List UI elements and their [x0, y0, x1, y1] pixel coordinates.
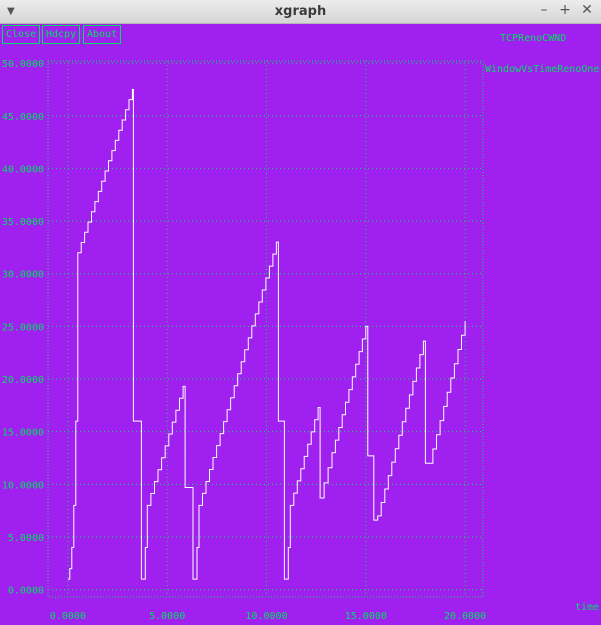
about-button[interactable]: About	[83, 25, 122, 44]
y-tick-label: 30.0000	[2, 270, 44, 281]
cwnd-line-chart: 0.0000 5.0000 10.0000 15.0000 20.0000 25.0000…	[2, 33, 600, 622]
cwnd-series-line	[67, 88, 466, 580]
y-tick-label: 35.0000	[2, 217, 44, 228]
xgraph-client-area: Close Hdcpy About 0.0000 5.0000 10.0000 15.…	[0, 24, 601, 625]
y-tick-label: 40.0000	[2, 164, 44, 175]
x-tick-label: 20.0000	[444, 611, 486, 622]
y-tick-label: 0.0000	[8, 586, 44, 597]
x-axis-tick-labels: 0.0000 5.0000 10.0000 15.0000 20.0000	[50, 611, 486, 622]
window-title: xgraph	[274, 4, 327, 19]
window-menu-icon[interactable]: ▼	[7, 6, 15, 17]
title-bar: ▼ xgraph – + ✕	[0, 0, 601, 24]
maximize-icon[interactable]: +	[559, 2, 571, 18]
chart-title: TCPRenoCWND	[500, 33, 566, 44]
y-tick-label: 10.0000	[2, 480, 44, 491]
x-tick-label: 10.0000	[245, 611, 287, 622]
y-tick-label: 15.0000	[2, 428, 44, 439]
hdcpy-button[interactable]: Hdcpy	[42, 25, 81, 44]
y-tick-label: 45.0000	[2, 112, 44, 123]
x-tick-label: 5.0000	[149, 611, 185, 622]
y-axis-tick-labels: 0.0000 5.0000 10.0000 15.0000 20.0000 25.0000…	[2, 59, 44, 597]
y-tick-label: 20.0000	[2, 375, 44, 386]
y-axis-label: WindowVsTimeRenoOne	[485, 64, 599, 75]
y-tick-label: 25.0000	[2, 322, 44, 333]
minimize-icon[interactable]: –	[540, 2, 548, 18]
close-window-icon[interactable]: ✕	[581, 2, 593, 18]
y-tick-label: 50.0000	[2, 59, 44, 70]
x-tick-label: 15.0000	[345, 611, 387, 622]
x-axis-label: time	[575, 602, 599, 613]
x-tick-label: 0.0000	[50, 611, 86, 622]
plot-frame	[47, 60, 484, 598]
plot-grid	[47, 60, 484, 598]
y-tick-label: 5.0000	[8, 533, 44, 544]
close-button[interactable]: Close	[2, 25, 41, 44]
